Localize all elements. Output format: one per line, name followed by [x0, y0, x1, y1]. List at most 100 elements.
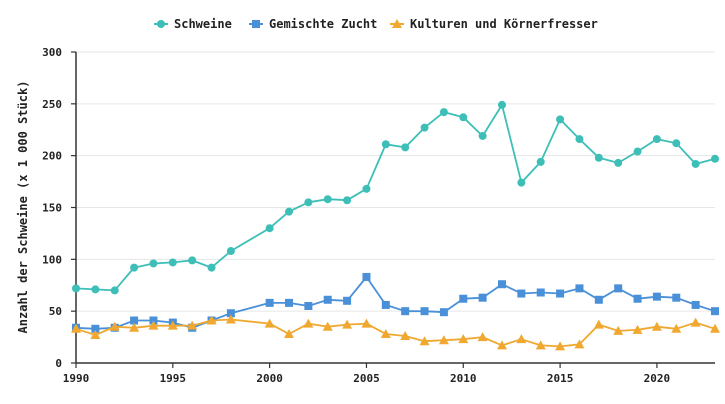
data-point-square: [691, 300, 700, 309]
data-point-triangle: [477, 332, 488, 342]
data-point-square: [556, 289, 565, 298]
legend-label: Gemischte Zucht: [269, 17, 377, 31]
data-point-circle: [517, 178, 526, 187]
legend-item: Gemischte Zucht: [249, 17, 377, 31]
legend-item: Schweine: [154, 17, 232, 31]
data-point-triangle: [458, 334, 469, 344]
legend-label: Schweine: [174, 17, 232, 31]
legend-label: Kulturen und Körnerfresser: [410, 17, 598, 31]
data-point-square: [536, 288, 545, 297]
series-schweine: [72, 100, 719, 295]
data-point-square: [401, 307, 410, 316]
data-point-triangle: [632, 324, 643, 334]
x-tick-label: 1990: [63, 372, 90, 385]
data-point-circle: [459, 113, 468, 122]
data-point-triangle: [419, 336, 430, 346]
data-point-circle: [536, 157, 545, 166]
data-point-circle: [157, 20, 165, 28]
data-point-circle: [691, 159, 700, 168]
y-tick-label: 150: [42, 202, 62, 215]
data-point-triangle: [71, 323, 81, 333]
axis-layer: 0 50 100 150 200 250 300 1990 1995 2000 2005 2010 20…: [42, 46, 715, 385]
data-point-triangle: [613, 325, 624, 335]
data-point-triangle: [593, 319, 604, 329]
data-point-triangle: [264, 318, 275, 328]
data-point-triangle: [400, 331, 411, 341]
data-point-circle: [633, 147, 642, 156]
data-point-square: [285, 298, 293, 307]
data-point-circle: [226, 247, 235, 256]
data-point-triangle: [361, 318, 372, 328]
data-point-circle: [285, 207, 293, 216]
y-tick-label: 300: [42, 46, 62, 59]
data-point-circle: [304, 198, 313, 207]
data-point-triangle: [225, 314, 236, 324]
series-gemischte-zucht: [72, 272, 719, 333]
x-tick-label: 2000: [256, 372, 283, 385]
data-point-circle: [149, 259, 158, 268]
data-point-square: [652, 292, 661, 301]
data-point-square: [130, 316, 139, 325]
data-point-circle: [556, 115, 565, 124]
legend: Schweine Gemischte Zucht Kulturen und Körn…: [154, 17, 598, 31]
data-point-triangle: [206, 315, 217, 325]
data-point-triangle: [342, 319, 353, 329]
y-tick-label: 200: [42, 150, 62, 163]
data-point-triangle: [90, 330, 101, 340]
data-point-square: [265, 298, 274, 307]
data-point-circle: [711, 154, 719, 163]
data-point-circle: [594, 153, 603, 162]
data-point-square: [575, 284, 584, 293]
data-point-triangle: [129, 322, 140, 332]
data-point-triangle: [392, 19, 402, 28]
data-point-square: [633, 294, 642, 303]
y-tick-label: 0: [55, 357, 62, 370]
data-point-circle: [575, 135, 584, 144]
data-point-triangle: [167, 320, 178, 330]
data-point-triangle: [690, 317, 701, 327]
data-point-circle: [72, 284, 80, 293]
data-point-square: [517, 289, 526, 298]
data-point-circle: [188, 256, 197, 265]
x-tick-label: 2020: [644, 372, 671, 385]
data-point-circle: [323, 195, 332, 204]
data-point-circle: [401, 143, 410, 152]
data-point-square: [711, 307, 719, 316]
data-point-square: [672, 293, 681, 302]
grid-layer: [76, 51, 715, 312]
y-tick-label: 50: [49, 305, 62, 318]
y-tick-label: 250: [42, 98, 62, 111]
data-point-square: [149, 316, 158, 325]
data-point-triangle: [516, 334, 527, 344]
data-point-triangle: [497, 340, 507, 350]
data-point-triangle: [438, 335, 449, 345]
data-point-triangle: [284, 328, 294, 338]
data-point-triangle: [109, 321, 120, 331]
data-point-circle: [420, 123, 429, 132]
data-point-triangle: [555, 341, 566, 351]
data-point-triangle: [187, 320, 198, 330]
data-point-circle: [439, 108, 448, 117]
data-point-triangle: [322, 321, 333, 331]
data-point-circle: [498, 100, 506, 109]
data-point-triangle: [574, 339, 585, 349]
data-point-square: [323, 295, 332, 304]
data-point-square: [614, 284, 623, 293]
series-kulturen-und-k-rnerfresser: [71, 314, 720, 351]
data-point-circle: [110, 286, 119, 295]
data-point-circle: [614, 158, 623, 167]
data-point-square: [304, 301, 313, 310]
data-point-triangle: [710, 323, 720, 333]
x-tick-label: 2015: [547, 372, 574, 385]
x-tick-label: 2010: [450, 372, 477, 385]
data-point-square: [459, 294, 468, 303]
y-tick-label: 100: [42, 253, 62, 266]
data-point-circle: [362, 184, 371, 193]
data-point-square: [252, 20, 260, 28]
data-point-square: [362, 272, 371, 281]
data-point-circle: [91, 285, 100, 294]
data-point-circle: [672, 139, 681, 148]
data-point-triangle: [380, 328, 391, 338]
